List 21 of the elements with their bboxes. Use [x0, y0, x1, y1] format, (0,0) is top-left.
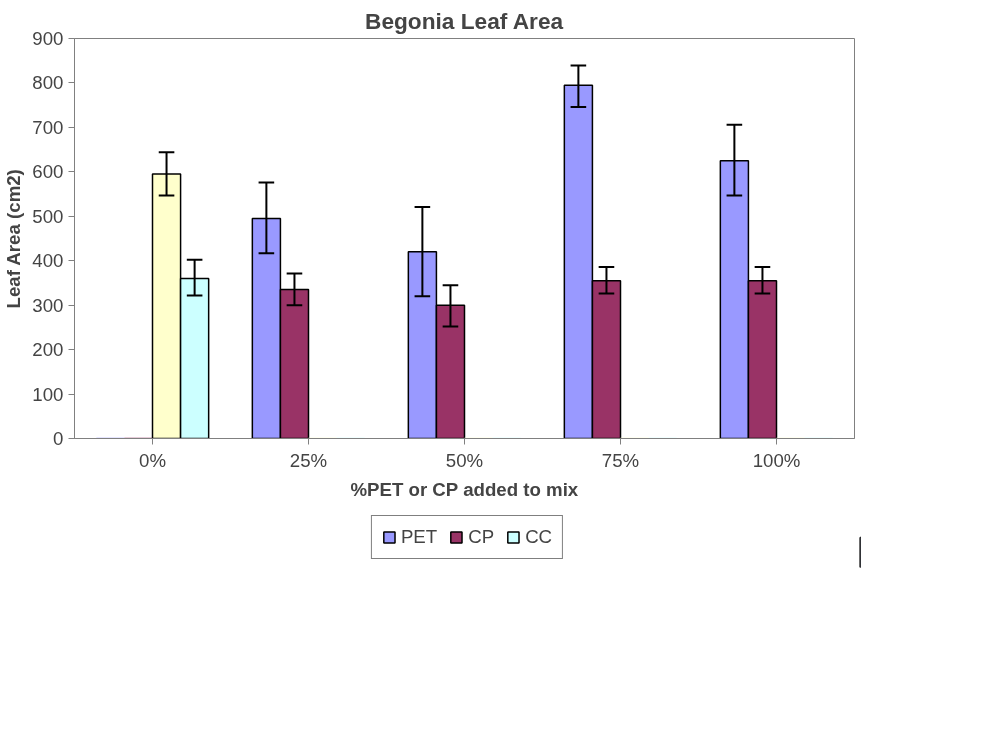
y-tick-label: 400	[32, 250, 64, 272]
y-tick-label: 600	[32, 161, 64, 183]
y-tick-label: 300	[32, 294, 64, 316]
y-tick-label: 800	[32, 72, 64, 94]
chart-title: Begonia Leaf Area	[365, 7, 564, 34]
y-tick-label: 500	[32, 205, 64, 227]
legend-label: CP	[468, 526, 495, 548]
legend-label: CC	[525, 526, 553, 548]
x-tick-label: 0%	[139, 449, 166, 471]
x-tick-label: 100%	[752, 449, 801, 471]
y-axis-title: Leaf Area (cm2)	[3, 169, 25, 309]
y-tick-label: 0	[53, 428, 64, 449]
y-tick-label: 200	[32, 339, 64, 361]
x-tick-label: 25%	[289, 449, 328, 471]
y-tick-label: 100	[32, 383, 64, 405]
legend-label: PET	[400, 526, 438, 548]
y-tick-label: 700	[32, 116, 64, 138]
x-axis-title: %PET or CP added to mix	[350, 478, 579, 500]
x-tick-label: 50%	[445, 449, 484, 471]
y-tick-label: 900	[32, 28, 64, 49]
x-tick-label: 75%	[601, 449, 640, 471]
